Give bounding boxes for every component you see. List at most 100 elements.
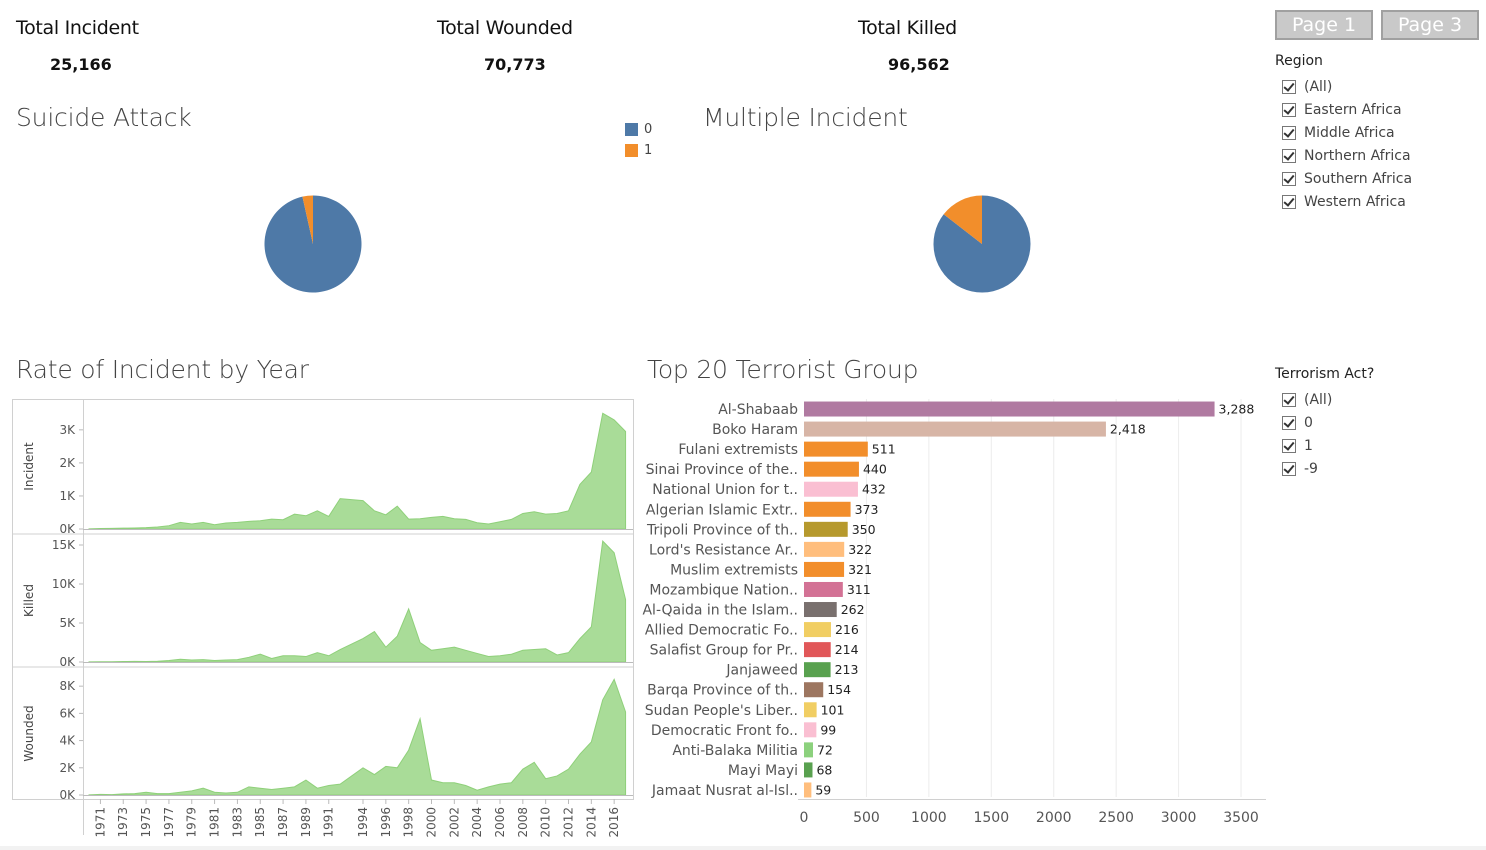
legend-label-1: 1: [644, 143, 653, 158]
bar-x-tick-label: 1500: [973, 810, 1009, 826]
region-checkbox[interactable]: [1282, 195, 1296, 209]
bar-algerian-islamic-extr[interactable]: [804, 501, 851, 517]
bar-category-label: Tripoli Province of th..: [646, 522, 798, 538]
y-tick-incident: 0K: [59, 522, 76, 536]
x-tick-label: 2000: [424, 807, 438, 838]
region-option-label: Middle Africa: [1304, 125, 1395, 141]
bar-value-label: 440: [863, 462, 887, 477]
terrorism-option-0[interactable]: 0: [1282, 413, 1313, 433]
x-tick-label: 1985: [253, 807, 267, 838]
area-frame: [12, 399, 634, 800]
terrorism-checkbox[interactable]: [1282, 439, 1296, 453]
terrorism-checkbox[interactable]: [1282, 393, 1296, 407]
suicide-attack-pie: [264, 195, 362, 293]
bar-category-label: Democratic Front fo..: [651, 723, 798, 739]
area-series-incident[interactable]: [88, 412, 627, 530]
legend-item-1[interactable]: 1: [625, 143, 652, 158]
page-3-button[interactable]: Page 3: [1381, 10, 1479, 40]
bar-value-label: 59: [815, 782, 831, 797]
x-tick-label: 2014: [584, 807, 598, 838]
rate-by-year-title: Rate of Incident by Year: [16, 355, 309, 384]
x-tick-label: 2008: [516, 807, 530, 838]
bar-category-label: Mozambique Nation..: [649, 582, 798, 598]
kpi-killed-value: 96,562: [888, 55, 950, 74]
terrorism-option-1[interactable]: 1: [1282, 436, 1313, 456]
terrorism-checkbox[interactable]: [1282, 462, 1296, 476]
bar-sudan-people-s-liber[interactable]: [804, 702, 817, 718]
bar-mozambique-nation[interactable]: [804, 581, 843, 597]
y-tick-incident: 1K: [59, 489, 76, 503]
region-checkbox[interactable]: [1282, 103, 1296, 117]
bar-anti-balaka-militia[interactable]: [804, 742, 813, 758]
bar-salafist-group-for-pr[interactable]: [804, 642, 831, 658]
y-tick-wounded: 8K: [59, 679, 76, 693]
y-tick-killed: 15K: [52, 538, 76, 552]
x-tick-label: 2012: [561, 807, 575, 838]
terrorism-option-all[interactable]: (All): [1282, 390, 1332, 410]
x-tick-label: 1977: [162, 807, 176, 838]
x-tick-label: 1991: [322, 807, 336, 838]
area-series-killed[interactable]: [88, 540, 627, 663]
bar-value-label: 511: [872, 442, 896, 457]
legend-item-0[interactable]: 0: [625, 122, 652, 137]
region-checkbox[interactable]: [1282, 172, 1296, 186]
bar-fulani-extremists[interactable]: [804, 441, 868, 457]
region-option-southern-africa[interactable]: Southern Africa: [1282, 169, 1412, 189]
bar-value-label: 154: [827, 682, 851, 697]
terrorism-option-label: 1: [1304, 438, 1313, 454]
bar-value-label: 72: [817, 742, 833, 757]
bar-boko-haram[interactable]: [804, 421, 1106, 437]
bar-category-label: Al-Qaida in the Islam..: [642, 603, 798, 619]
terrorism-option-label: 0: [1304, 415, 1313, 431]
region-checkbox[interactable]: [1282, 149, 1296, 163]
bar-barqa-province-of-th[interactable]: [804, 682, 824, 698]
bar-lord-s-resistance-ar[interactable]: [804, 541, 845, 557]
region-checkbox[interactable]: [1282, 80, 1296, 94]
bar-muslim-extremists[interactable]: [804, 561, 845, 577]
suicide-pie-slice-1[interactable]: [302, 195, 313, 245]
region-option-label: (All): [1304, 79, 1333, 95]
area-series-wounded[interactable]: [88, 678, 627, 796]
bar-national-union-for-t[interactable]: [804, 481, 858, 497]
terrorism-filter-title: Terrorism Act?: [1275, 366, 1375, 382]
bar-democratic-front-fo[interactable]: [804, 722, 817, 738]
bar-tripoli-province-of-th[interactable]: [804, 521, 848, 537]
region-option-western-africa[interactable]: Western Africa: [1282, 192, 1406, 212]
legend-swatch-0: [625, 123, 638, 136]
bar-value-label: 3,288: [1219, 402, 1255, 417]
region-option-northern-africa[interactable]: Northern Africa: [1282, 146, 1411, 166]
region-option-eastern-africa[interactable]: Eastern Africa: [1282, 100, 1402, 120]
kpi-incident-value: 25,166: [50, 55, 112, 74]
x-tick-label: 2016: [607, 807, 621, 838]
top-groups-title: Top 20 Terrorist Group: [647, 355, 919, 384]
bar-allied-democratic-fo[interactable]: [804, 622, 831, 638]
bar-value-label: 321: [848, 562, 872, 577]
bar-janjaweed[interactable]: [804, 662, 831, 678]
bar-al-shabaab[interactable]: [804, 401, 1215, 417]
region-checkbox[interactable]: [1282, 126, 1296, 140]
bar-sinai-province-of-the[interactable]: [804, 461, 859, 477]
y-tick-killed: 10K: [52, 577, 76, 591]
y-tick-incident: 2K: [59, 456, 76, 470]
bar-jamaat-nusrat-al-isl[interactable]: [804, 782, 812, 798]
terrorism-option-9[interactable]: -9: [1282, 459, 1318, 479]
multiple-pie-slice-1[interactable]: [943, 195, 982, 245]
terrorism-checkbox[interactable]: [1282, 416, 1296, 430]
region-option-all[interactable]: (All): [1282, 77, 1332, 97]
kpi-wounded-value: 70,773: [484, 55, 546, 74]
bar-value-label: 68: [816, 762, 832, 777]
region-option-label: Western Africa: [1304, 194, 1406, 210]
bar-category-label: Jamaat Nusrat al-Isl..: [651, 783, 798, 799]
bar-category-label: Barqa Province of th..: [647, 683, 798, 699]
x-tick-label: 1998: [402, 807, 416, 838]
bar-value-label: 322: [848, 542, 872, 557]
bar-al-qaida-in-the-islam[interactable]: [804, 602, 837, 618]
x-tick-label: 1973: [116, 807, 130, 838]
region-option-middle-africa[interactable]: Middle Africa: [1282, 123, 1395, 143]
bar-value-label: 99: [820, 722, 836, 737]
suicide-attack-title: Suicide Attack: [16, 103, 192, 132]
bar-mayi-mayi[interactable]: [804, 762, 813, 778]
bar-category-label: Allied Democratic Fo..: [645, 623, 798, 639]
bar-category-label: Sudan People's Liber..: [645, 703, 798, 719]
page-1-button[interactable]: Page 1: [1275, 10, 1373, 40]
